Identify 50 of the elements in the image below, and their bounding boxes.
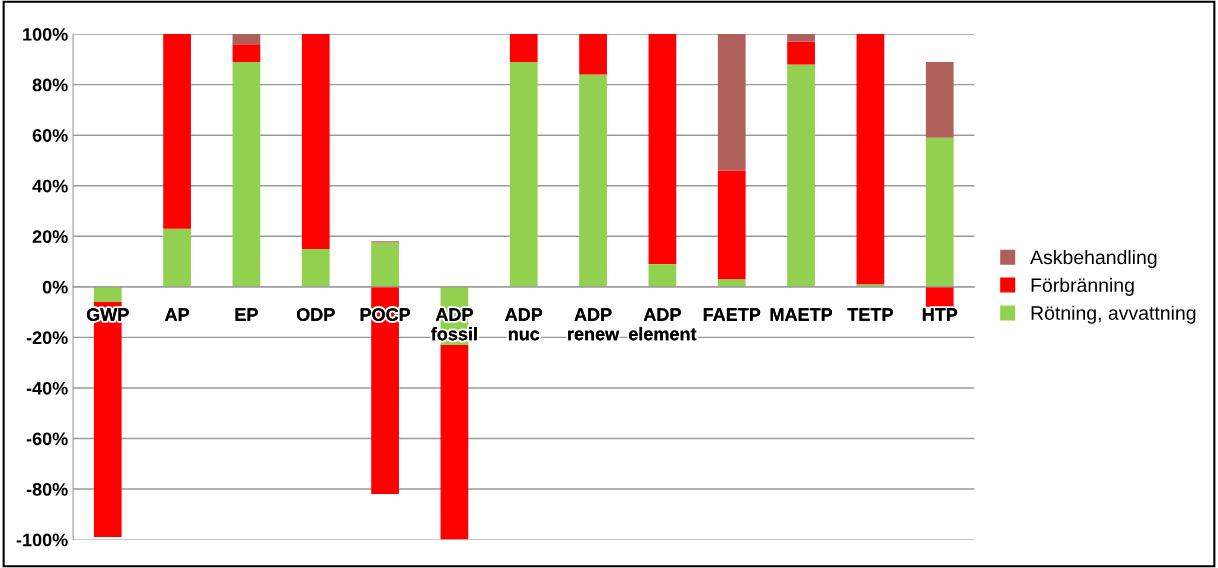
bar	[509, 61, 538, 287]
bar	[925, 286, 954, 308]
bar	[648, 34, 677, 265]
bar	[787, 34, 815, 42]
bar	[232, 61, 261, 287]
y-tick-label: 40%	[32, 179, 68, 193]
x-tick-label: HTP	[922, 308, 958, 321]
x-tick-label: TETP	[847, 308, 893, 321]
legend-label: Rötning, avvattning	[1031, 305, 1196, 324]
y-tick-label: -60%	[26, 432, 68, 446]
y-tick-label: 0%	[42, 280, 68, 294]
x-tick-label: ADP nuc	[505, 308, 543, 341]
y-tick-label: -80%	[26, 482, 68, 496]
bar	[856, 34, 885, 285]
y-tick-label: -100%	[16, 533, 68, 547]
bar	[925, 137, 954, 287]
bar	[579, 34, 607, 75]
bar	[440, 344, 469, 540]
bar	[787, 64, 815, 287]
bar	[717, 279, 746, 287]
bar	[93, 286, 122, 303]
bar	[232, 44, 261, 62]
bar	[717, 170, 746, 280]
legend-label: Förbränning	[1031, 277, 1134, 296]
y-tick-label: 60%	[32, 129, 68, 142]
bar	[163, 228, 191, 287]
y-tick-label: -20%	[26, 331, 68, 345]
bar	[787, 41, 815, 65]
x-tick-label: MAETP	[770, 308, 833, 321]
bar	[301, 248, 330, 287]
bar	[717, 34, 746, 171]
x-tick-label: ODP	[296, 308, 335, 321]
bar	[163, 34, 191, 229]
y-tick-label: 20%	[32, 230, 68, 244]
x-tick-label: AP	[164, 308, 189, 321]
y-tick-label: 80%	[32, 78, 68, 92]
legend-label: Askbehandling	[1030, 249, 1157, 269]
y-tick-label: 100%	[23, 28, 68, 41]
bar	[925, 61, 954, 138]
x-tick-label: FAETP	[703, 308, 761, 321]
bar	[648, 264, 677, 287]
y-tick-label: -40%	[26, 381, 68, 395]
bar	[579, 74, 607, 287]
x-tick-label: ADP renew	[568, 308, 620, 341]
x-tick-label: EP	[235, 308, 258, 321]
bar	[232, 34, 261, 45]
bar	[301, 34, 330, 249]
bar	[371, 242, 399, 287]
x-tick-label: ADP element	[628, 308, 697, 341]
bar	[509, 34, 538, 62]
